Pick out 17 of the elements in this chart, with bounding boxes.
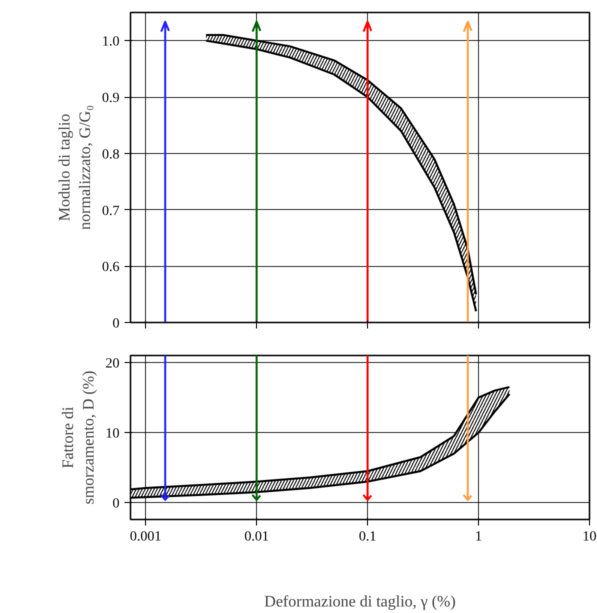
- y-tick-label: 0.8: [102, 147, 120, 162]
- y-axis-title: Modulo di taglio normalizzato, G/G₀: [56, 105, 94, 230]
- y-axis-title: Fattore di smorzamento, D (%): [60, 370, 98, 504]
- y-tick-label: 0.9: [102, 91, 120, 106]
- x-tick-label: 10: [582, 530, 596, 544]
- y-tick-label: 1.0: [102, 34, 120, 50]
- x-tick-label: 0.1: [358, 530, 376, 544]
- y-tick-label: 0.7: [102, 204, 120, 219]
- y-tick-label: 10: [106, 426, 120, 442]
- y-tick-label: 0.6: [102, 260, 120, 276]
- x-tick-label: 1: [475, 530, 482, 544]
- y-tick-label: 0: [112, 316, 120, 332]
- x-axis-title: Deformazione di taglio, γ (%): [264, 594, 456, 610]
- x-tick-label: 0.001: [130, 530, 162, 544]
- y-tick-label: 0: [112, 496, 120, 512]
- y-tick-label: 20: [106, 356, 120, 372]
- x-tick-label: 0.01: [244, 530, 269, 544]
